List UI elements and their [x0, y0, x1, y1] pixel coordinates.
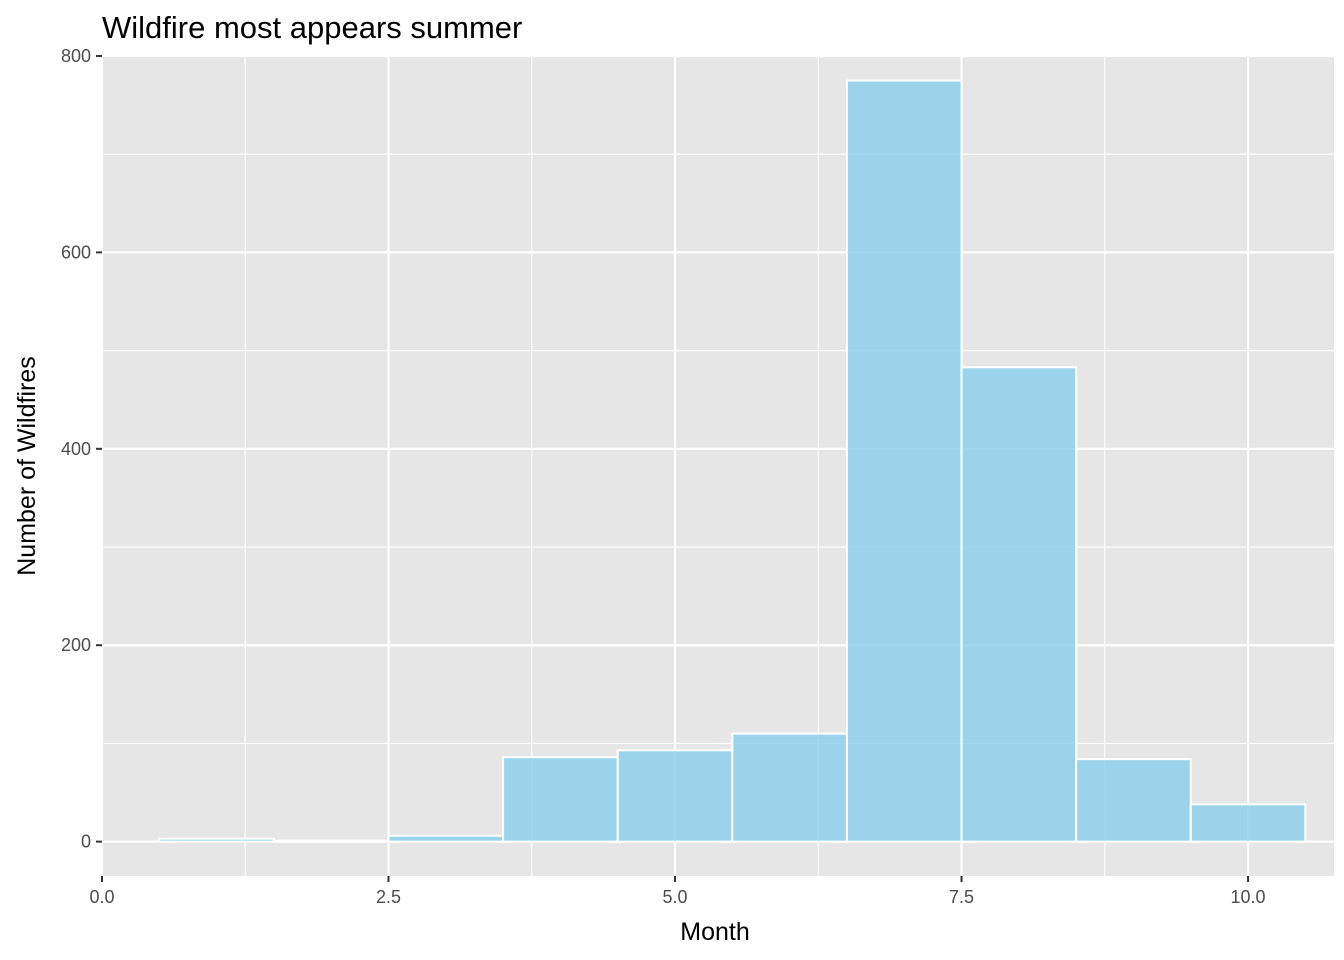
- chart-title: Wildfire most appears summer: [102, 10, 522, 45]
- histogram-bar: [845, 79, 963, 843]
- plot-panel: [102, 56, 1334, 876]
- y-tick-label: 0: [81, 832, 91, 852]
- histogram-bar: [387, 834, 505, 843]
- histogram-bars: [158, 79, 1307, 843]
- y-tick-label: 400: [61, 439, 91, 459]
- x-tick-label: 2.5: [376, 887, 401, 907]
- x-tick-label: 7.5: [949, 887, 974, 907]
- histogram-bar: [616, 749, 734, 843]
- histogram-bar: [502, 756, 619, 843]
- y-axis: 0 200 400 600 800: [61, 46, 102, 852]
- histogram-bar: [731, 732, 848, 843]
- histogram-bar: [272, 839, 390, 843]
- x-tick-label: 5.0: [663, 887, 688, 907]
- y-tick-label: 600: [61, 242, 91, 262]
- y-tick-label: 800: [61, 46, 91, 66]
- x-axis-label: Month: [680, 918, 749, 946]
- x-axis: 0.0 2.5 5.0 7.5 10.0: [89, 876, 1266, 907]
- histogram-bar: [1189, 803, 1307, 843]
- minor-gridlines: [102, 56, 1334, 876]
- y-tick-label: 200: [61, 635, 91, 655]
- histogram-bar: [1075, 758, 1192, 843]
- x-tick-label: 10.0: [1231, 887, 1266, 907]
- histogram-bar: [158, 837, 275, 843]
- y-axis-label: Number of Wildfires: [13, 356, 41, 576]
- histogram-bar: [960, 366, 1078, 843]
- x-tick-label: 0.0: [89, 887, 114, 907]
